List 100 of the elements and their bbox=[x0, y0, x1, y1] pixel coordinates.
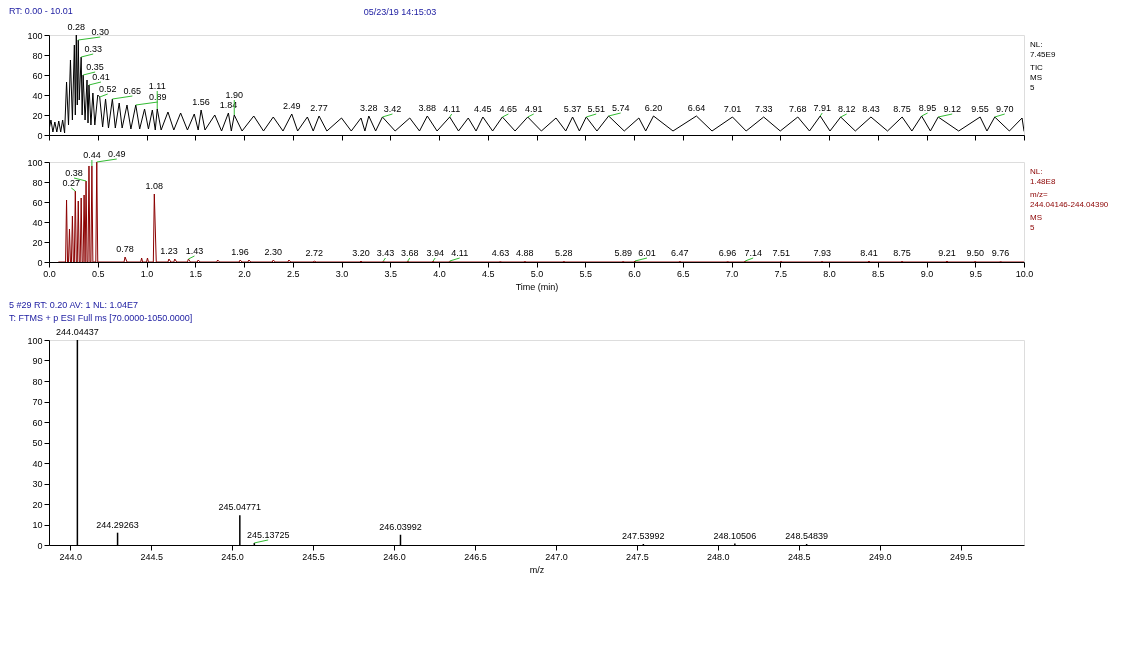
annotation: 6.64 bbox=[687, 103, 706, 113]
annotation: 6.47 bbox=[671, 248, 689, 258]
annotation: 2.30 bbox=[264, 247, 283, 257]
y-tick-label: 60 bbox=[32, 197, 43, 208]
x-tick-label: 7.5 bbox=[774, 268, 788, 279]
annotation: 3.28 bbox=[360, 103, 378, 113]
annotation: 6.20 bbox=[644, 103, 663, 113]
y-tick-label: 20 bbox=[32, 110, 43, 121]
annotation: 3.94 bbox=[426, 248, 444, 258]
x-tick-label: 8.5 bbox=[871, 268, 885, 279]
x-tick-label: 5.5 bbox=[579, 268, 593, 279]
x-tick-label: 248.5 bbox=[788, 551, 811, 562]
annotation: 8.95 bbox=[918, 103, 937, 113]
y-tick-label: 100 bbox=[27, 335, 43, 346]
annotation: 6.01 bbox=[638, 248, 656, 258]
chart-title: 05/23/19 14:15:03 bbox=[363, 7, 437, 17]
chart-subtitle: T: FTMS + p ESI Full ms [70.0000-1050.0000] bbox=[9, 313, 193, 323]
annotation: 0.52 bbox=[98, 84, 117, 94]
annotation: 7.91 bbox=[813, 103, 831, 113]
annotation: 7.14 bbox=[744, 248, 762, 258]
x-tick-label: 248.0 bbox=[707, 551, 730, 562]
annotation: 244.29263 bbox=[96, 519, 139, 530]
annotation: 0.49 bbox=[108, 149, 126, 159]
x-axis-title: Time (min) bbox=[515, 281, 559, 292]
y-tick-label: 0 bbox=[37, 540, 43, 551]
annotation: 245.04771 bbox=[218, 502, 262, 513]
x-tick-label: 7.0 bbox=[725, 268, 739, 279]
annotation: 7.33 bbox=[754, 104, 773, 114]
annotation: 8.75 bbox=[893, 104, 911, 114]
annotation: 0.38 bbox=[65, 168, 83, 178]
annotation: 7.93 bbox=[813, 248, 831, 258]
y-tick-label: 60 bbox=[32, 70, 43, 81]
annotation: 0.35 bbox=[86, 62, 104, 72]
x-tick-label: 2.0 bbox=[238, 268, 251, 279]
annotation: 2.49 bbox=[283, 101, 301, 111]
annotation: 1.43 bbox=[185, 246, 204, 256]
annotation: 5.89 bbox=[614, 248, 633, 258]
annotation: 4.11 bbox=[451, 248, 469, 258]
y-tick-label: 80 bbox=[32, 177, 43, 188]
annotation: 9.21 bbox=[938, 248, 956, 258]
y-tick-label: 0 bbox=[37, 257, 43, 268]
annotation: 3.42 bbox=[383, 104, 402, 114]
annotation: 4.91 bbox=[524, 104, 543, 114]
y-tick-label: 100 bbox=[27, 157, 43, 168]
annotation: 9.50 bbox=[966, 248, 985, 258]
annotation: 8.75 bbox=[893, 248, 911, 258]
x-tick-label: 245.5 bbox=[302, 551, 325, 562]
y-tick-label: 40 bbox=[32, 458, 43, 469]
y-tick-label: 40 bbox=[32, 217, 43, 228]
annotation: 8.43 bbox=[862, 104, 880, 114]
x-tick-label: 5.0 bbox=[530, 268, 544, 279]
annotation: 1.96 bbox=[231, 247, 249, 257]
annotation: 6.96 bbox=[718, 248, 737, 258]
annotation: 9.12 bbox=[943, 104, 961, 114]
annotation: 7.51 bbox=[772, 248, 790, 258]
text: NL: 7.45E9 bbox=[1030, 40, 1056, 59]
x-tick-label: 3.0 bbox=[335, 268, 349, 279]
annotation: 245.13725 bbox=[246, 529, 290, 540]
y-tick-label: 80 bbox=[32, 376, 43, 387]
x-tick-label: 249.5 bbox=[949, 551, 973, 562]
chart-title: 5 #29 RT: 0.20 AV: 1 NL: 1.04E7 bbox=[9, 300, 138, 310]
annotation: 0.30 bbox=[91, 27, 110, 37]
annotation: 5.28 bbox=[555, 248, 573, 258]
x-tick-label: 244.0 bbox=[59, 551, 82, 562]
x-tick-label: 1.0 bbox=[140, 268, 154, 279]
annotation: 1.23 bbox=[160, 246, 178, 256]
annotation: 5.74 bbox=[611, 103, 630, 113]
x-tick-label: 245.0 bbox=[221, 551, 244, 562]
chart-subtitle: RT: 0.00 - 10.01 bbox=[9, 6, 73, 16]
y-tick-label: 0 bbox=[37, 130, 43, 141]
annotation: 0.65 bbox=[123, 86, 142, 96]
annotation: 3.43 bbox=[376, 248, 395, 258]
x-tick-label: 0.0 bbox=[43, 268, 56, 279]
y-tick-label: 90 bbox=[32, 356, 43, 366]
text: TIC MS 5 bbox=[1030, 63, 1044, 92]
annotation: 9.76 bbox=[991, 248, 1010, 258]
x-tick-label: 246.5 bbox=[464, 551, 487, 562]
x-tick-label: 6.0 bbox=[628, 268, 641, 279]
x-tick-label: 1.5 bbox=[189, 268, 203, 279]
x-axis-title: m/z bbox=[529, 564, 545, 575]
x-tick-label: 3.5 bbox=[384, 268, 398, 279]
line-series bbox=[58, 162, 1024, 262]
annotation: 1.90 bbox=[225, 90, 244, 100]
y-tick-label: 20 bbox=[32, 237, 43, 248]
annotation: 1.11 bbox=[148, 81, 166, 91]
annotation: 9.55 bbox=[971, 104, 989, 114]
annotation: 247.53992 bbox=[622, 530, 665, 541]
x-tick-label: 10.0 bbox=[1015, 268, 1034, 279]
x-tick-label: 247.0 bbox=[545, 551, 568, 562]
y-tick-label: 40 bbox=[32, 90, 43, 101]
text: m/z= 244.04146-244.04390 bbox=[1030, 190, 1109, 209]
annotation: 8.12 bbox=[837, 104, 856, 114]
annotation: 244.04437 bbox=[56, 327, 99, 337]
x-tick-label: 9.0 bbox=[920, 268, 934, 279]
annotation: 0.78 bbox=[116, 244, 134, 254]
annotation: 3.20 bbox=[352, 248, 370, 258]
y-tick-label: 60 bbox=[32, 417, 43, 428]
annotation: 246.03992 bbox=[379, 521, 422, 532]
annotation: 4.65 bbox=[499, 104, 518, 114]
annotation: 0.44 bbox=[83, 150, 101, 160]
